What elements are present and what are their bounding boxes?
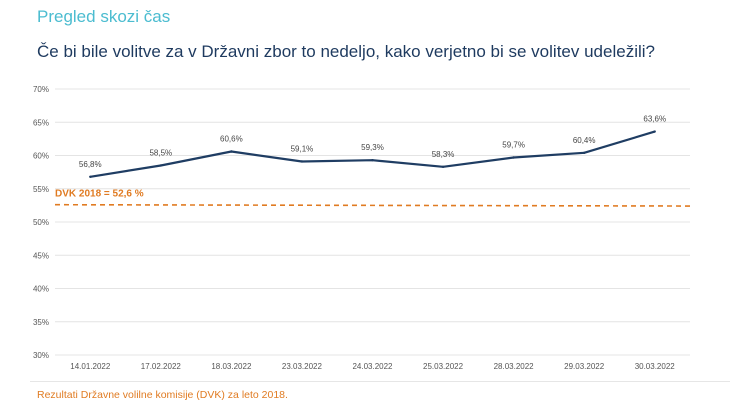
data-label: 56,8% — [79, 160, 102, 169]
y-tick-label: 55% — [33, 185, 49, 194]
section-title: Pregled skozi čas — [37, 7, 171, 26]
data-point — [582, 151, 586, 155]
x-tick-label: 23.03.2022 — [282, 362, 323, 371]
source-footnote: Rezultati Državne volilne komisije (DVK)… — [37, 389, 288, 401]
x-tick-label: 14.01.2022 — [70, 362, 111, 371]
x-tick-label: 30.03.2022 — [635, 362, 676, 371]
y-tick-label: 60% — [33, 152, 49, 161]
data-point — [300, 160, 304, 163]
y-tick-label: 65% — [33, 118, 49, 127]
data-point — [653, 130, 656, 133]
reference-line — [54, 203, 691, 207]
y-tick-label: 40% — [33, 285, 49, 294]
series-line — [90, 130, 656, 178]
data-point — [371, 158, 374, 162]
x-tick-label: 18.03.2022 — [211, 362, 252, 371]
y-tick-label: 30% — [33, 351, 49, 360]
data-point — [441, 165, 445, 169]
line-chart: 30% 35% 40% 45% 50% 55% 60% 65% 70% 14.01.2022 17.… — [33, 85, 691, 371]
x-tick-label: 28.03.2022 — [494, 362, 535, 371]
footer-divider — [30, 381, 730, 382]
data-label: 63,6% — [643, 115, 666, 124]
x-tick-label: 29.03.2022 — [564, 362, 605, 371]
x-tick-label: 24.03.2022 — [352, 362, 393, 371]
data-label: 60,4% — [573, 136, 596, 145]
x-tick-label: 17.02.2022 — [141, 362, 182, 371]
data-label: 59,1% — [291, 144, 314, 153]
x-tick-label: 25.03.2022 — [423, 362, 464, 371]
chart-question-title: Če bi bile volitve za v Državni zbor to … — [37, 42, 655, 61]
data-point — [89, 175, 92, 178]
y-tick-label: 70% — [33, 85, 49, 94]
reference-line-label: DVK 2018 = 52,6 % — [55, 189, 144, 200]
data-label: 59,3% — [361, 143, 384, 152]
data-label: 60,6% — [220, 135, 243, 144]
y-tick-label: 45% — [33, 251, 49, 260]
data-point — [159, 164, 163, 167]
y-tick-label: 35% — [33, 318, 49, 327]
data-label: 58,5% — [149, 148, 172, 157]
data-point — [512, 156, 515, 159]
y-tick-label: 50% — [33, 218, 49, 227]
data-point — [230, 150, 233, 153]
data-label: 58,3% — [432, 150, 455, 159]
data-label: 59,7% — [502, 140, 525, 149]
